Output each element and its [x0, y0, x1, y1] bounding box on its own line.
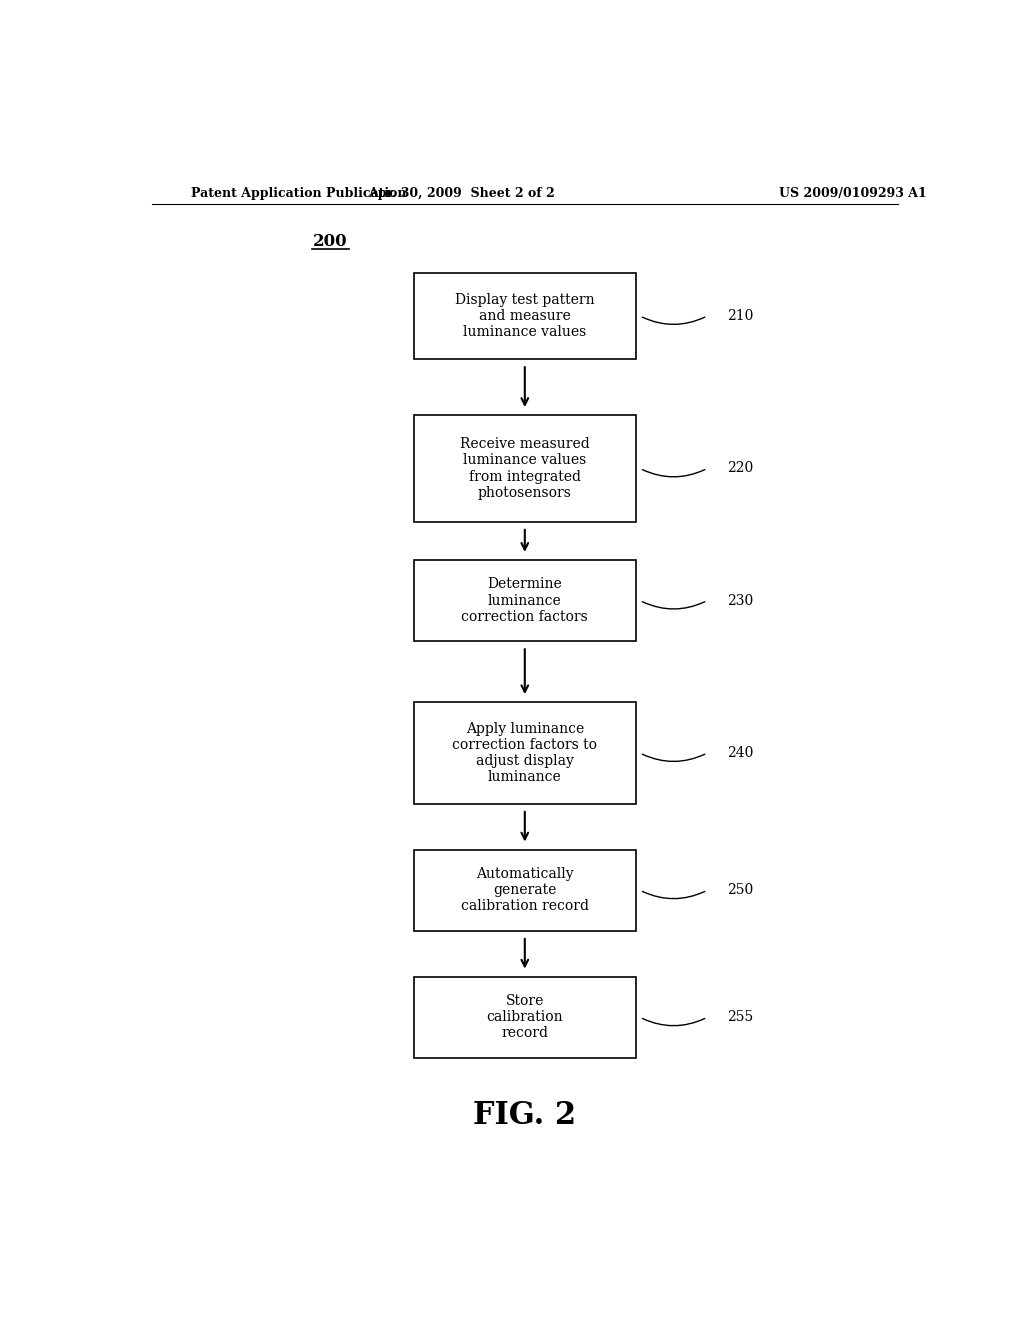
Text: Patent Application Publication: Patent Application Publication: [191, 187, 407, 201]
FancyBboxPatch shape: [414, 560, 636, 642]
Text: FIG. 2: FIG. 2: [473, 1101, 577, 1131]
Text: 255: 255: [727, 1010, 754, 1024]
Text: 230: 230: [727, 594, 754, 607]
Text: Receive measured
luminance values
from integrated
photosensors: Receive measured luminance values from i…: [460, 437, 590, 500]
Text: Store
calibration
record: Store calibration record: [486, 994, 563, 1040]
Text: 220: 220: [727, 462, 754, 475]
FancyBboxPatch shape: [414, 414, 636, 521]
Text: Determine
luminance
correction factors: Determine luminance correction factors: [462, 577, 588, 624]
Text: Automatically
generate
calibration record: Automatically generate calibration recor…: [461, 867, 589, 913]
FancyBboxPatch shape: [414, 702, 636, 804]
Text: US 2009/0109293 A1: US 2009/0109293 A1: [778, 187, 927, 201]
FancyBboxPatch shape: [414, 977, 636, 1057]
Text: 250: 250: [727, 883, 754, 898]
FancyBboxPatch shape: [414, 273, 636, 359]
Text: Display test pattern
and measure
luminance values: Display test pattern and measure luminan…: [455, 293, 595, 339]
Text: 240: 240: [727, 746, 754, 760]
Text: 210: 210: [727, 309, 754, 323]
Text: 200: 200: [313, 234, 348, 251]
Text: Apply luminance
correction factors to
adjust display
luminance: Apply luminance correction factors to ad…: [453, 722, 597, 784]
FancyBboxPatch shape: [414, 850, 636, 931]
Text: Apr. 30, 2009  Sheet 2 of 2: Apr. 30, 2009 Sheet 2 of 2: [368, 187, 555, 201]
